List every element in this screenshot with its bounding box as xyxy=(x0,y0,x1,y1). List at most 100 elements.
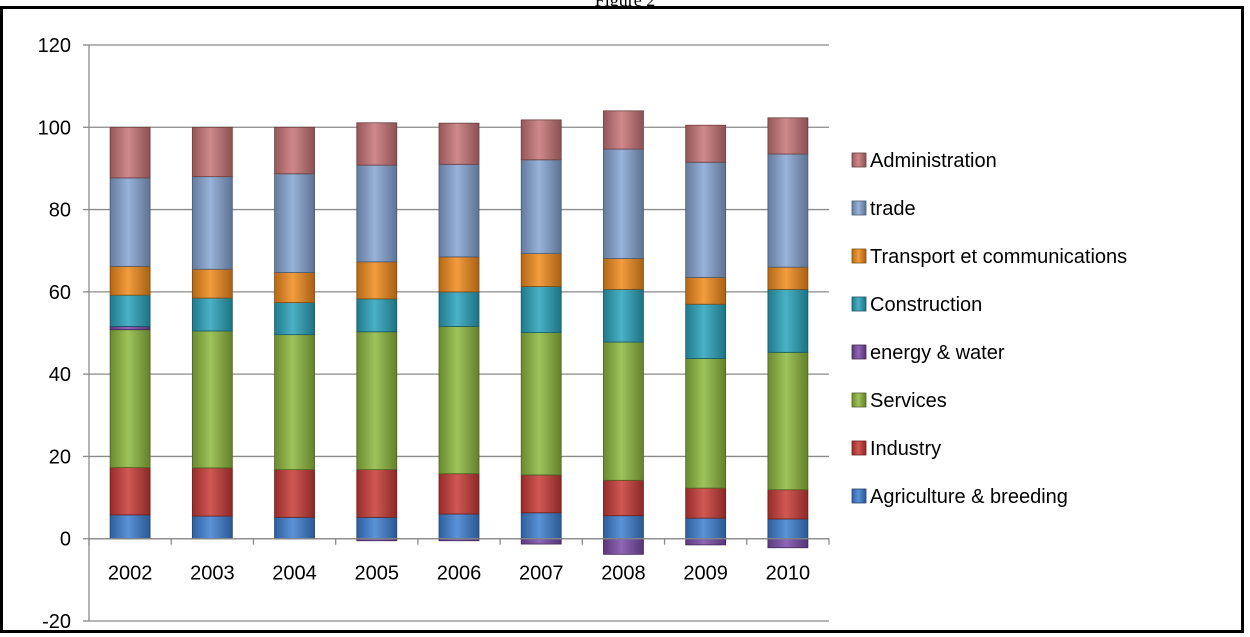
bar-segment xyxy=(520,159,562,254)
bar-segment xyxy=(438,163,480,258)
bar-segment xyxy=(603,110,644,150)
bar-segment xyxy=(685,303,727,359)
legend-swatch xyxy=(851,392,867,408)
bar-segment xyxy=(191,268,233,299)
bar-segment xyxy=(109,329,151,468)
bar-segment xyxy=(520,119,562,161)
y-tick-label: 80 xyxy=(49,200,71,222)
bar-segment xyxy=(274,469,315,518)
bar-segment xyxy=(356,298,398,333)
bar-segment xyxy=(356,122,398,166)
bar-segment xyxy=(356,516,398,540)
bar-segment xyxy=(603,341,644,481)
bar-segment xyxy=(191,330,233,469)
bars xyxy=(109,110,809,555)
legend-label: Agriculture & breeding xyxy=(870,486,1068,508)
x-tick-label: 2003 xyxy=(190,563,235,585)
legend-swatch xyxy=(851,344,867,360)
bar-segment xyxy=(603,538,644,555)
x-tick-label: 2010 xyxy=(766,563,811,585)
bar-segment xyxy=(438,473,480,515)
bar-segment xyxy=(685,358,727,489)
bar-segment xyxy=(685,487,727,519)
bar-segment xyxy=(767,518,809,540)
y-tick-label: 20 xyxy=(49,446,71,468)
legend-label: trade xyxy=(870,198,916,220)
y-tick-label: -20 xyxy=(42,611,71,630)
bar-segment xyxy=(274,516,315,540)
legend-swatch xyxy=(851,248,867,264)
bar-segment xyxy=(685,538,727,546)
legend-swatch xyxy=(851,200,867,216)
bar-segment xyxy=(274,272,315,303)
bar-segment xyxy=(520,512,562,540)
bar-segment xyxy=(603,258,644,290)
bar-segment xyxy=(109,265,151,296)
bar-segment xyxy=(274,126,315,175)
x-tick-label: 2008 xyxy=(601,563,646,585)
bar-segment xyxy=(191,297,233,332)
legend-label: Construction xyxy=(870,294,982,316)
bar-segment xyxy=(109,467,151,516)
bar-segment xyxy=(520,332,562,476)
bar-segment xyxy=(438,513,480,540)
bar-segment xyxy=(191,176,233,270)
bar-segment xyxy=(685,517,727,540)
bar-segment xyxy=(767,489,809,520)
bar-segment xyxy=(356,331,398,470)
y-tick-label: 40 xyxy=(49,364,71,386)
bar-segment xyxy=(767,288,809,353)
bar-segment xyxy=(603,515,644,540)
y-tick-label: 120 xyxy=(38,35,71,57)
bar-segment xyxy=(274,334,315,470)
legend-label: Services xyxy=(870,390,947,412)
bar-segment xyxy=(767,351,809,491)
legend-label: Transport et communications xyxy=(870,246,1127,268)
bar-segment xyxy=(438,326,480,475)
x-tick-label: 2002 xyxy=(108,563,153,585)
figure-title: Figure 2 xyxy=(594,0,656,10)
x-axis-ticks: 2002 2003 2004 2005 2006 2007 2008 2009 2010 xyxy=(88,538,830,585)
legend-swatch xyxy=(851,152,867,168)
bar-segment xyxy=(438,291,480,327)
bar-segment xyxy=(356,261,398,300)
x-tick-label: 2009 xyxy=(683,563,728,585)
y-tick-label: 100 xyxy=(38,117,71,139)
bar-segment xyxy=(109,294,151,327)
bar-segment xyxy=(685,124,727,163)
bar-segment xyxy=(109,177,151,267)
bar-segment xyxy=(109,126,151,179)
axes xyxy=(88,45,829,621)
x-tick-label: 2006 xyxy=(437,563,482,585)
bar-segment xyxy=(685,161,727,278)
bar-segment xyxy=(520,474,562,514)
bar-segment xyxy=(191,515,233,540)
bar-segment xyxy=(603,148,644,259)
legend-label: energy & water xyxy=(870,342,1005,364)
x-tick-label: 2004 xyxy=(272,563,317,585)
bar-segment xyxy=(767,266,809,290)
x-tick-label: 2007 xyxy=(519,563,564,585)
bar-segment xyxy=(356,469,398,518)
bar-segment xyxy=(603,479,644,517)
bar-segment xyxy=(274,302,315,336)
y-tick-label: 0 xyxy=(60,529,71,551)
bar-segment xyxy=(438,256,480,293)
bar-segment xyxy=(438,122,480,165)
bar-segment xyxy=(520,253,562,287)
legend-label: Industry xyxy=(870,438,941,460)
bar-segment xyxy=(356,164,398,263)
bar-segment xyxy=(520,286,562,333)
bar-segment xyxy=(520,538,562,545)
y-axis-ticks: -20 0 20 40 60 80 100 120 xyxy=(38,35,89,630)
bar-segment xyxy=(685,277,727,305)
bar-segment xyxy=(274,173,315,273)
bar-segment xyxy=(767,153,809,268)
y-tick-label: 60 xyxy=(49,282,71,304)
bar-segment xyxy=(109,514,151,540)
chart-frame: -20 0 20 40 60 80 100 120 2002 2003 2004 2005 2006 2… xyxy=(0,6,1244,633)
legend-swatch xyxy=(851,296,867,312)
bar-segment xyxy=(109,326,151,331)
bar-segment xyxy=(191,126,233,178)
